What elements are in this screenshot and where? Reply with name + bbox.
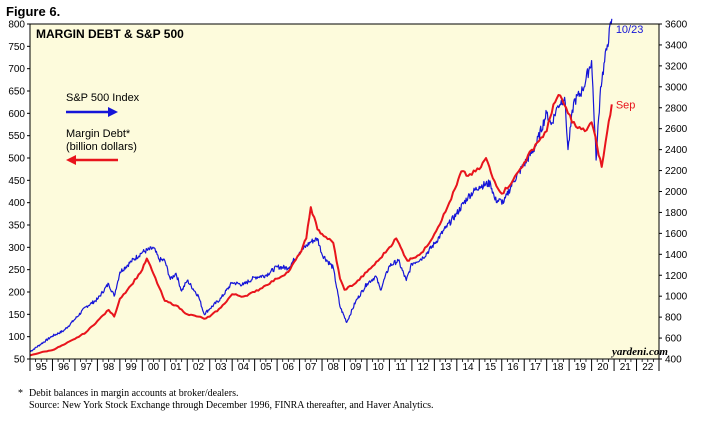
left-axis-tick-label: 350 — [8, 221, 25, 232]
x-axis-tick-label: 15 — [485, 362, 497, 373]
right-axis-tick-label: 600 — [665, 334, 682, 345]
x-axis-tick-label: 03 — [215, 362, 227, 373]
right-axis-tick-label: 1200 — [665, 271, 688, 282]
x-axis-tick-label: 18 — [552, 362, 564, 373]
right-axis-tick-label: 2000 — [665, 187, 688, 198]
left-axis-tick-label: 250 — [8, 265, 25, 276]
left-axis-tick-label: 100 — [8, 332, 25, 343]
left-axis-tick-label: 500 — [8, 154, 25, 165]
left-axis-tick-label: 450 — [8, 176, 25, 187]
legend-label-sp500: S&P 500 Index — [66, 92, 140, 104]
tick-layer: 5010015020025030035040045050055060065070… — [8, 20, 687, 374]
x-axis-tick-label: 11 — [395, 362, 406, 373]
series-line-margin-debt — [29, 94, 613, 357]
x-axis-tick-label: 16 — [507, 362, 519, 373]
left-axis-tick-label: 750 — [8, 42, 25, 53]
left-axis-tick-label: 300 — [8, 243, 25, 254]
legend-arrowhead-sp500 — [108, 107, 118, 117]
x-axis-tick-label: 13 — [440, 362, 452, 373]
legend-label-margin-debt: Margin Debt* — [66, 128, 131, 140]
legend-label-margin-debt-units: (billion dollars) — [66, 141, 137, 153]
chart-svg: 5010015020025030035040045050055060065070… — [8, 18, 688, 374]
legend-arrowhead-margin-debt — [66, 155, 76, 165]
x-axis-tick-label: 20 — [597, 362, 609, 373]
plot-area — [30, 24, 659, 359]
left-axis-tick-label: 150 — [8, 310, 25, 321]
left-axis-tick-label: 600 — [8, 109, 25, 120]
x-axis-tick-label: 98 — [103, 362, 115, 373]
chart-title: MARGIN DEBT & S&P 500 — [36, 27, 184, 41]
x-axis-tick-label: 09 — [350, 362, 362, 373]
x-axis-tick-label: 95 — [36, 362, 48, 373]
plot-frame — [29, 23, 660, 360]
left-axis-tick-label: 650 — [8, 87, 25, 98]
right-axis-tick-label: 2600 — [665, 124, 688, 135]
right-axis-tick-label: 2800 — [665, 103, 688, 114]
x-axis-tick-label: 17 — [530, 362, 542, 373]
x-axis-tick-label: 10 — [373, 362, 385, 373]
series-layer — [29, 18, 613, 357]
x-axis-tick-label: 02 — [193, 362, 205, 373]
x-axis-tick-label: 97 — [81, 362, 93, 373]
footnote-definition: Debit balances in margin accounts at bro… — [29, 388, 239, 399]
x-axis-tick-label: 22 — [642, 362, 654, 373]
right-axis-tick-label: 3400 — [665, 40, 688, 51]
figure-label: Figure 6. — [6, 4, 61, 19]
x-axis-tick-label: 14 — [462, 362, 474, 373]
x-axis-tick-label: 07 — [305, 362, 317, 373]
right-axis-tick-label: 400 — [665, 355, 682, 366]
left-axis-tick-label: 400 — [8, 198, 25, 209]
right-axis-tick-label: 3000 — [665, 82, 688, 93]
x-axis-tick-label: 21 — [620, 362, 632, 373]
left-axis-tick-label: 700 — [8, 64, 25, 75]
watermark: yardeni.com — [610, 346, 668, 358]
series-line-sp500 — [29, 18, 613, 353]
right-axis-tick-label: 1000 — [665, 292, 688, 303]
x-axis-tick-label: 19 — [575, 362, 587, 373]
x-axis-tick-label: 00 — [148, 362, 160, 373]
right-axis-tick-label: 1600 — [665, 229, 688, 240]
end-label-margin-debt: Sep — [616, 99, 636, 111]
x-axis-tick-label: 08 — [328, 362, 340, 373]
right-axis-tick-label: 800 — [665, 313, 682, 324]
left-axis-tick-label: 50 — [14, 355, 26, 366]
x-axis-tick-label: 05 — [260, 362, 272, 373]
right-axis-tick-label: 1800 — [665, 208, 688, 219]
x-axis-tick-label: 06 — [283, 362, 295, 373]
footnote-marker: * — [18, 388, 23, 399]
right-axis-tick-label: 2200 — [665, 166, 688, 177]
left-axis-tick-label: 800 — [8, 20, 25, 31]
footnote: * Debit balances in margin accounts at br… — [18, 388, 434, 412]
x-axis-tick-label: 01 — [170, 362, 182, 373]
x-axis-tick-label: 12 — [418, 362, 430, 373]
left-axis-tick-label: 200 — [8, 288, 25, 299]
footnote-source: Source: New York Stock Exchange through … — [29, 400, 434, 411]
x-axis-tick-label: 99 — [126, 362, 138, 373]
right-axis-tick-label: 3200 — [665, 61, 688, 72]
end-label-sp500: 10/23 — [616, 24, 644, 36]
x-axis-tick-label: 96 — [58, 362, 70, 373]
legend: S&P 500 Index Margin Debt* (billion doll… — [66, 92, 140, 165]
left-axis-tick-label: 550 — [8, 131, 25, 142]
right-axis-tick-label: 2400 — [665, 145, 688, 156]
x-axis-tick-label: 04 — [238, 362, 250, 373]
right-axis-tick-label: 1400 — [665, 250, 688, 261]
right-axis-tick-label: 3600 — [665, 20, 688, 31]
